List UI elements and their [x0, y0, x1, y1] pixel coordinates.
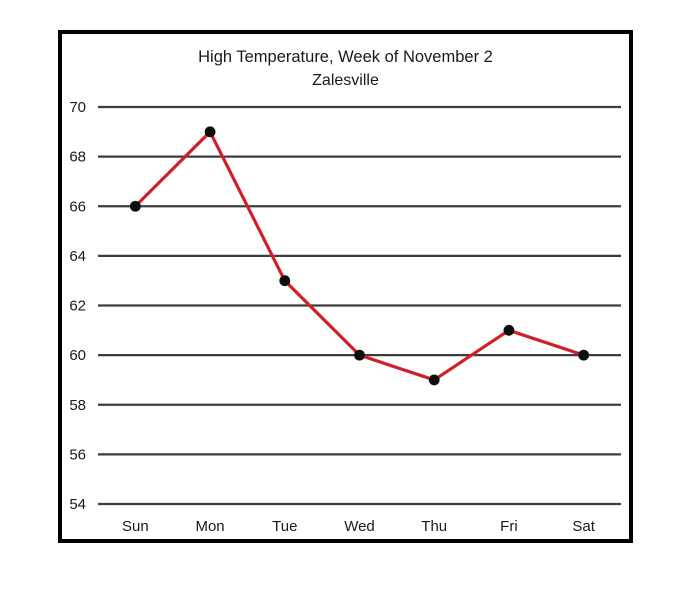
- y-tick-label-64: 64: [69, 248, 86, 265]
- chart-border: [58, 30, 633, 543]
- x-tick-label-wed: Wed: [344, 518, 375, 535]
- data-point-wed: [354, 349, 365, 361]
- y-tick-label-70: 70: [69, 99, 86, 116]
- x-tick-label-sat: Sat: [572, 518, 595, 535]
- data-point-fri: [503, 324, 515, 336]
- y-tick-label-58: 58: [69, 397, 86, 414]
- data-point-tue: [279, 275, 291, 287]
- data-point-sat: [578, 349, 590, 361]
- x-tick-label-tue: Tue: [272, 518, 297, 535]
- y-tick-label-68: 68: [69, 149, 86, 166]
- chart-title: High Temperature, Week of November 2: [198, 48, 493, 66]
- x-tick-label-sun: Sun: [122, 518, 149, 535]
- x-tick-label-thu: Thu: [421, 518, 447, 535]
- y-tick-label-66: 66: [69, 198, 86, 215]
- x-tick-label-mon: Mon: [195, 518, 224, 535]
- data-point-sun: [129, 200, 141, 212]
- data-point-mon: [204, 126, 216, 138]
- y-tick-label-54: 54: [69, 496, 86, 513]
- data-point-thu: [428, 374, 440, 386]
- chart-subtitle: Zalesville: [312, 72, 379, 89]
- x-tick-label-fri: Fri: [500, 518, 518, 535]
- y-tick-label-60: 60: [69, 347, 86, 364]
- y-tick-label-56: 56: [69, 446, 86, 463]
- y-tick-label-62: 62: [69, 298, 86, 315]
